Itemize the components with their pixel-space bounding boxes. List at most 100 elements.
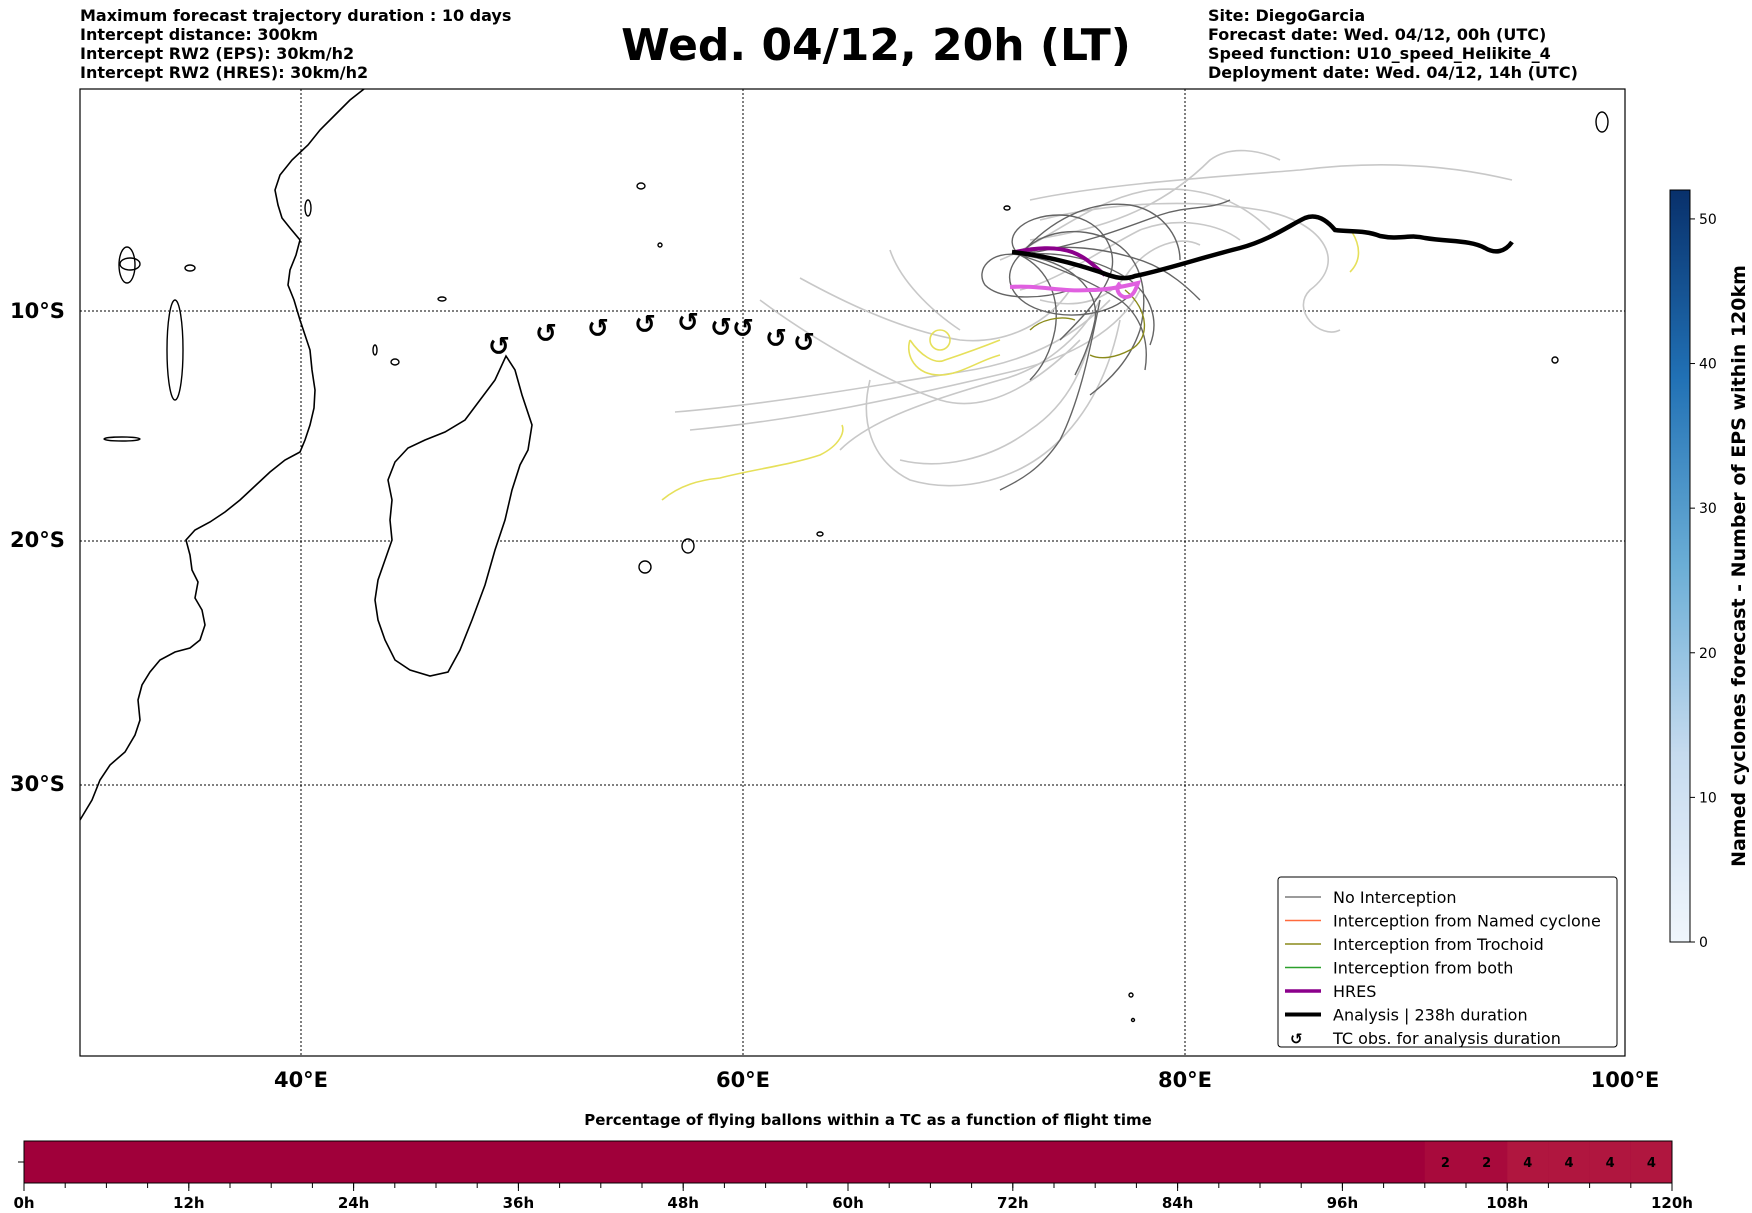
islands: [103, 111, 1609, 1023]
trochoid-track: [1029, 317, 1076, 331]
eps-track: [1029, 164, 1513, 201]
island-s-6: [184, 264, 196, 272]
island-ne: [1595, 111, 1609, 133]
legend: No Interception Interception from Named c…: [1277, 876, 1618, 1048]
trochoid-track: [1089, 289, 1146, 359]
lon-labels: 40°E 60°E 80°E 100°E: [274, 1068, 1659, 1092]
trochoid-trajectories: [1029, 289, 1146, 359]
percentage-bar-time-label: 108h: [1486, 1194, 1528, 1212]
colorbar-title: Named cyclones forecast - Number of EPS …: [1728, 265, 1750, 867]
colorbar-tick-label: 20: [1699, 646, 1717, 662]
yellow-track: [908, 339, 1001, 376]
percentage-bar-time-label: 120h: [1651, 1194, 1693, 1212]
lon-label-40e: 40°E: [274, 1068, 328, 1092]
legend-item: ↺ TC obs. for analysis duration: [1290, 1029, 1561, 1048]
header-right-line-2: Forecast date: Wed. 04/12, 00h (UTC): [1208, 25, 1547, 44]
percentage-bar-ticks: 0h 12h 24h 36h 48h 60h 72h 84h 96h 108h 120h: [13, 1183, 1693, 1212]
legend-symbol-icon: ↺: [1290, 1030, 1303, 1048]
percentage-bar-cell-value: 4: [1606, 1156, 1615, 1171]
percentage-bar-cell-value: 4: [1523, 1156, 1532, 1171]
lat-labels: 10°S 20°S 30°S: [10, 299, 65, 796]
lat-label-20s: 20°S: [10, 528, 65, 552]
tc-symbol: ↺: [677, 308, 699, 338]
header-left: Maximum forecast trajectory duration : 1…: [80, 6, 511, 82]
tc-symbol: ↺: [732, 314, 754, 344]
eps-trajectories-yellow: [661, 231, 1360, 501]
header-right-line-3: Speed function: U10_speed_Helikite_4: [1208, 44, 1551, 63]
percentage-bar-cell: [1630, 1141, 1672, 1183]
yellow-track: [1349, 231, 1360, 273]
percentage-bar-cell: [1466, 1141, 1508, 1183]
yellow-track: [661, 424, 844, 501]
header-left-line-3: Intercept RW2 (EPS): 30km/h2: [80, 44, 355, 63]
legend-label: TC obs. for analysis duration: [1332, 1029, 1561, 1048]
eps-track: [899, 339, 1091, 465]
percentage-bar-cell-value: 2: [1441, 1156, 1450, 1171]
eps-track: [689, 289, 1141, 431]
colorbar-tick-label: 40: [1699, 357, 1717, 373]
percentage-bar-time-label: 60h: [832, 1194, 864, 1212]
eps-track: [981, 253, 1071, 298]
legend-label: HRES: [1333, 982, 1376, 1001]
reunion-island: [681, 538, 695, 554]
colorbar-ticks: 0 10 20 30 40 50: [1690, 212, 1717, 951]
percentage-bar-title: Percentage of flying ballons within a TC…: [584, 1111, 1152, 1129]
zanzibar-island: [304, 199, 312, 217]
legend-label: Interception from both: [1333, 959, 1513, 978]
eps-track: [1019, 254, 1057, 381]
legend-item: No Interception: [1285, 888, 1457, 907]
lat-label-30s: 30°S: [10, 772, 65, 796]
legend-item: Interception from both: [1285, 959, 1513, 978]
island-lake-4: [103, 436, 141, 442]
legend-item: Interception from Named cyclone: [1285, 912, 1601, 931]
africa-coastline: [80, 89, 365, 821]
eps-track: [1039, 240, 1201, 305]
map-panel: ↺ ↺ ↺ ↺ ↺ ↺ ↺ ↺ ↺ No Interception Interce…: [79, 88, 1626, 1057]
header-right-line-1: Site: DiegoGarcia: [1208, 6, 1366, 25]
yellow-track: [909, 339, 1001, 362]
tc-symbol: ↺: [793, 328, 815, 358]
percentage-bar-cell-value: 4: [1564, 1156, 1573, 1171]
header-right: Site: DiegoGarcia Forecast date: Wed. 04…: [1208, 6, 1578, 82]
yellow-track: [929, 329, 951, 351]
comoros-island-2: [390, 358, 400, 366]
island-s-4: [816, 531, 824, 537]
main-title: Wed. 04/12, 20h (LT): [621, 20, 1131, 71]
tc-symbol: ↺: [710, 313, 732, 343]
colorbar-tick-label: 30: [1699, 501, 1717, 517]
percentage-bar-time-label: 36h: [503, 1194, 535, 1212]
percentage-bar-cell: [1424, 1141, 1466, 1183]
legend-item: Analysis | 238h duration: [1285, 1006, 1528, 1025]
percentage-bar-time-label: 48h: [667, 1194, 699, 1212]
tc-symbol: ↺: [587, 314, 609, 344]
percentage-bar-base: [24, 1141, 1672, 1183]
eps-track: [1019, 221, 1241, 291]
eps-track: [1009, 254, 1131, 316]
percentage-bar-time-label: 96h: [1327, 1194, 1359, 1212]
eps-track: [759, 299, 1081, 405]
colorbar-tick-label: 10: [1699, 790, 1717, 806]
mauritius-island: [638, 560, 652, 574]
island-s-2: [1130, 1017, 1136, 1023]
eps-track: [1019, 254, 1147, 371]
percentage-bar-time-label: 0h: [13, 1194, 34, 1212]
lon-label-60e: 60°E: [716, 1068, 770, 1092]
eps-track: [999, 299, 1101, 491]
eps-track: [889, 249, 961, 331]
percentage-bar-cell-value: 4: [1647, 1156, 1656, 1171]
percentage-bar: Percentage of flying ballons within a TC…: [13, 1111, 1693, 1212]
island-s-1: [1128, 992, 1134, 998]
header-left-line-2: Intercept distance: 300km: [80, 25, 319, 44]
tc-symbol: ↺: [488, 332, 510, 362]
legend-label: Analysis | 238h duration: [1333, 1006, 1528, 1025]
gridlines: [80, 89, 1625, 1056]
legend-label: No Interception: [1333, 888, 1457, 907]
header-right-line-4: Deployment date: Wed. 04/12, 14h (UTC): [1208, 63, 1578, 82]
hres-track-pink: [1009, 280, 1142, 300]
island-lake-1: [118, 246, 136, 284]
lon-label-80e: 80°E: [1158, 1068, 1212, 1092]
percentage-bar-cell: [1548, 1141, 1590, 1183]
percentage-bar-cell-value: 2: [1482, 1156, 1491, 1171]
seychelles-island-2: [657, 242, 663, 248]
colorbar-tick-label: 0: [1699, 935, 1708, 951]
